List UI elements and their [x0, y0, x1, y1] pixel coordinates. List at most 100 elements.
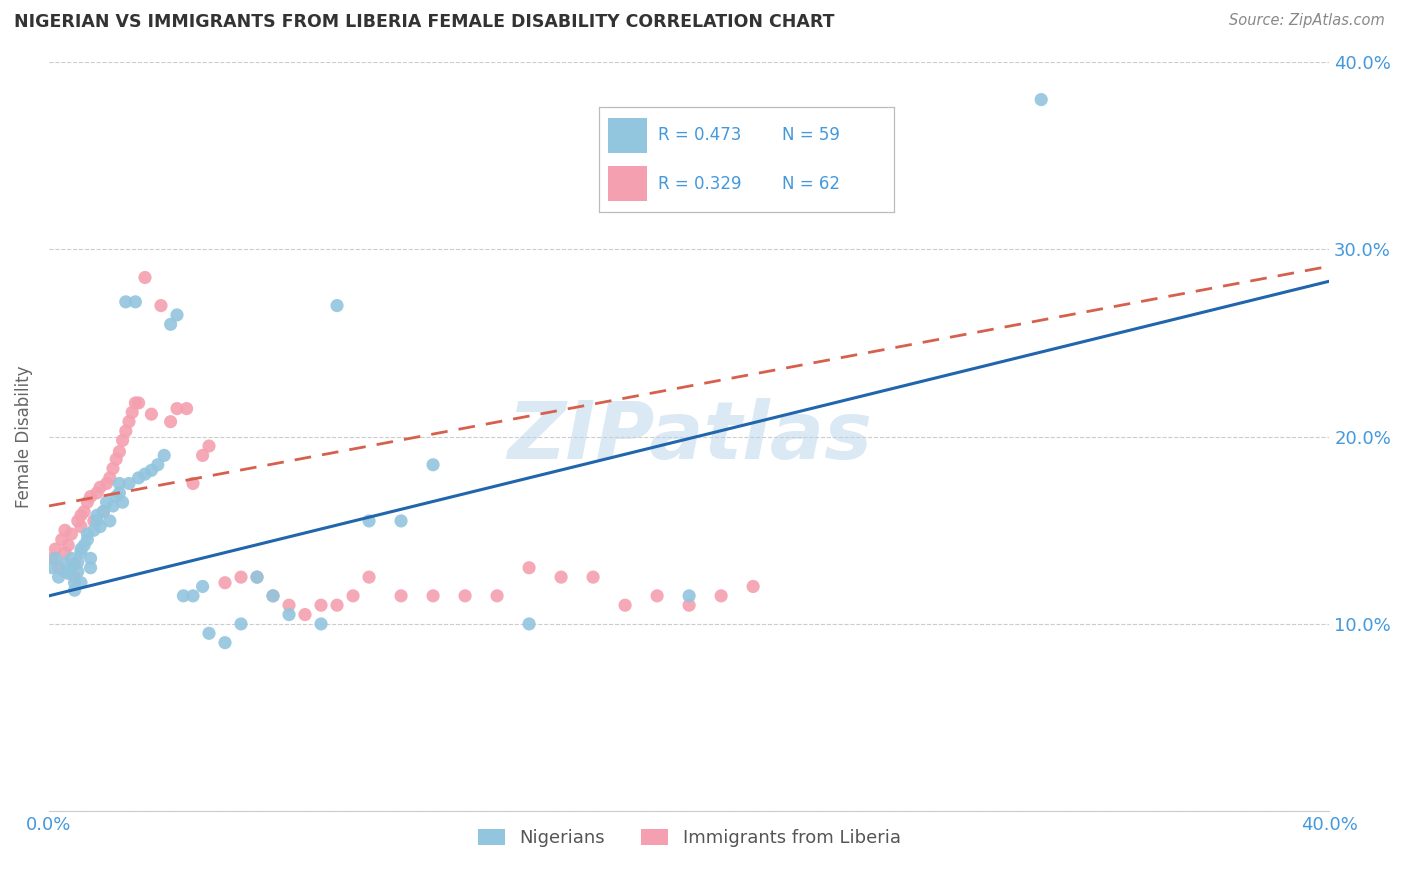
Point: [56, 566, 79, 581]
Point: [108, 486, 131, 500]
Point: [517, 560, 540, 574]
Point: [60, 551, 83, 566]
Point: [309, 616, 332, 631]
Point: [153, 449, 176, 463]
Point: [172, 589, 194, 603]
Point: [176, 401, 198, 416]
Point: [678, 589, 700, 603]
Point: [53, 557, 76, 571]
Point: [63, 583, 86, 598]
Point: [86, 508, 108, 523]
Point: [181, 589, 204, 603]
Point: [159, 415, 181, 429]
Point: [326, 299, 349, 313]
Point: [141, 407, 163, 421]
Point: [550, 570, 572, 584]
Point: [121, 405, 143, 419]
Text: NIGERIAN VS IMMIGRANTS FROM LIBERIA FEMALE DISABILITY CORRELATION CHART: NIGERIAN VS IMMIGRANTS FROM LIBERIA FEMA…: [14, 13, 835, 31]
Point: [41, 560, 63, 574]
Point: [342, 589, 364, 603]
Point: [70, 508, 93, 523]
Point: [124, 294, 146, 309]
Point: [198, 439, 221, 453]
Point: [246, 570, 269, 584]
Point: [63, 570, 86, 584]
Point: [96, 476, 118, 491]
Point: [48, 560, 70, 574]
Point: [73, 505, 96, 519]
Point: [53, 546, 76, 560]
Y-axis label: Female Disability: Female Disability: [15, 366, 32, 508]
Point: [86, 514, 108, 528]
Point: [79, 551, 101, 566]
Point: [114, 424, 136, 438]
Point: [214, 635, 236, 649]
Point: [710, 589, 733, 603]
Point: [63, 557, 86, 571]
Point: [582, 570, 605, 584]
Point: [262, 589, 284, 603]
Point: [98, 514, 121, 528]
Point: [89, 519, 111, 533]
Point: [134, 270, 156, 285]
Point: [66, 514, 89, 528]
Point: [53, 565, 76, 579]
Point: [114, 294, 136, 309]
Point: [70, 575, 93, 590]
Point: [246, 570, 269, 584]
Point: [166, 308, 188, 322]
Point: [70, 546, 93, 560]
Point: [48, 570, 70, 584]
Point: [128, 471, 150, 485]
Point: [309, 598, 332, 612]
Point: [79, 490, 101, 504]
Point: [60, 527, 83, 541]
Point: [422, 458, 444, 472]
Point: [66, 555, 89, 569]
Point: [141, 463, 163, 477]
Point: [70, 519, 93, 533]
Text: Source: ZipAtlas.com: Source: ZipAtlas.com: [1229, 13, 1385, 29]
Text: ZIPatlas: ZIPatlas: [506, 398, 872, 475]
Point: [51, 533, 73, 547]
Point: [101, 461, 124, 475]
Point: [108, 444, 131, 458]
Point: [229, 616, 252, 631]
Point: [89, 480, 111, 494]
Point: [101, 499, 124, 513]
Point: [44, 551, 66, 566]
Point: [389, 514, 412, 528]
Point: [105, 490, 128, 504]
Point: [111, 434, 134, 448]
Point: [83, 524, 105, 538]
Point: [454, 589, 477, 603]
Point: [98, 471, 121, 485]
Point: [134, 467, 156, 482]
Point: [93, 505, 115, 519]
Point: [66, 565, 89, 579]
Point: [229, 570, 252, 584]
Point: [76, 533, 98, 547]
Point: [389, 589, 412, 603]
Point: [118, 476, 141, 491]
Point: [486, 589, 509, 603]
Point: [93, 505, 115, 519]
Point: [70, 541, 93, 556]
Point: [294, 607, 316, 622]
Point: [278, 598, 301, 612]
Point: [678, 598, 700, 612]
Point: [742, 579, 765, 593]
Point: [124, 396, 146, 410]
Point: [614, 598, 637, 612]
Point: [41, 551, 63, 566]
Point: [79, 560, 101, 574]
Point: [181, 476, 204, 491]
Point: [198, 626, 221, 640]
Point: [357, 514, 380, 528]
Point: [166, 401, 188, 416]
Point: [191, 579, 214, 593]
Point: [422, 589, 444, 603]
Point: [1031, 93, 1053, 107]
Point: [96, 495, 118, 509]
Point: [56, 538, 79, 552]
